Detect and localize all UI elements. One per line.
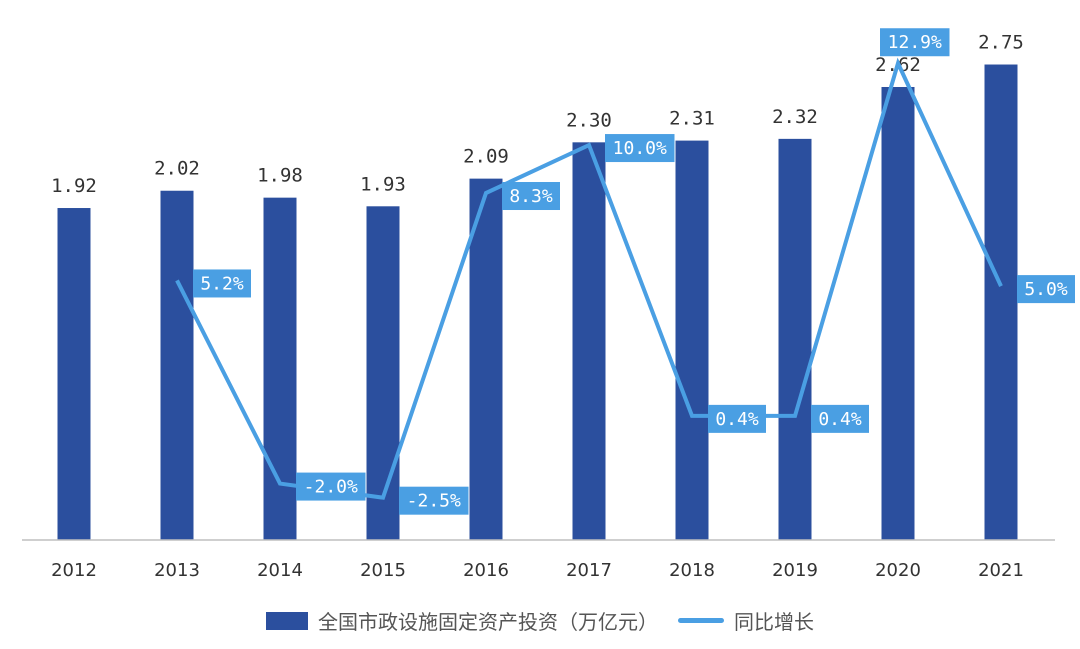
x-tick-2013: 2013 — [154, 560, 200, 581]
bar-label-2013: 2.02 — [154, 158, 200, 180]
growth-label-box-2020 — [880, 28, 950, 57]
growth-label-2021: 5.0% — [1024, 279, 1068, 300]
x-tick-2020: 2020 — [875, 560, 921, 581]
bar-2013 — [160, 190, 194, 541]
legend-item-growth: 同比增长 — [678, 606, 814, 635]
growth-label-box-2015 — [399, 486, 469, 515]
legend-swatch-line — [678, 618, 724, 623]
legend: 全国市政设施固定资产投资（万亿元） 同比增长 — [0, 606, 1080, 635]
x-tick-2016: 2016 — [463, 560, 509, 581]
bar-label-2017: 2.30 — [566, 109, 612, 131]
growth-label-box-2016 — [502, 182, 560, 211]
bar-2014 — [263, 197, 297, 540]
x-tick-2014: 2014 — [257, 560, 303, 581]
growth-label-box-2019 — [811, 404, 869, 433]
growth-label-box-2018 — [708, 404, 766, 433]
x-tick-2015: 2015 — [360, 560, 406, 581]
bar-2015 — [366, 206, 400, 541]
bar-2018 — [675, 140, 709, 540]
bar-2020 — [881, 86, 915, 541]
bar-2016 — [469, 178, 503, 540]
growth-label-2013: 5.2% — [200, 273, 244, 294]
x-tick-2019: 2019 — [772, 560, 818, 581]
bar-label-2018: 2.31 — [669, 108, 715, 130]
legend-label-growth: 同比增长 — [734, 610, 814, 634]
bar-2012 — [57, 208, 91, 540]
x-tick-2017: 2017 — [566, 560, 612, 581]
growth-label-2014: -2.0% — [304, 477, 358, 498]
growth-label-2017: 10.0% — [613, 138, 667, 159]
bar-label-2015: 1.93 — [360, 173, 406, 195]
growth-label-box-2014 — [296, 472, 366, 501]
growth-label-2020: 12.9% — [888, 32, 942, 53]
growth-label-2019: 0.4% — [818, 409, 862, 430]
x-tick-2018: 2018 — [669, 560, 715, 581]
growth-label-2016: 8.3% — [509, 186, 553, 207]
growth-label-box-2021 — [1017, 275, 1075, 304]
bar-label-2014: 1.98 — [257, 165, 303, 187]
growth-label-box-2017 — [605, 134, 675, 163]
bar-2017 — [572, 142, 606, 541]
bar-2021 — [984, 64, 1018, 541]
growth-label-box-2013 — [193, 269, 251, 298]
legend-swatch-bar — [266, 611, 308, 630]
x-tick-2021: 2021 — [978, 560, 1024, 581]
bar-2019 — [778, 138, 812, 541]
growth-label-2015: -2.5% — [407, 491, 461, 512]
legend-item-investment: 全国市政设施固定资产投资（万亿元） — [266, 606, 658, 635]
chart: 1.92 2012 2.02 2013 1.98 2014 1.93 2015 2.09 2016… — [22, 28, 1075, 581]
bar-label-2012: 1.92 — [51, 175, 97, 197]
legend-label-investment: 全国市政设施固定资产投资（万亿元） — [318, 610, 658, 634]
bar-label-2019: 2.32 — [772, 106, 818, 128]
bar-label-2021: 2.75 — [978, 32, 1024, 54]
bar-label-2016: 2.09 — [463, 146, 509, 168]
growth-label-2018: 0.4% — [715, 409, 759, 430]
x-tick-2012: 2012 — [51, 560, 97, 581]
